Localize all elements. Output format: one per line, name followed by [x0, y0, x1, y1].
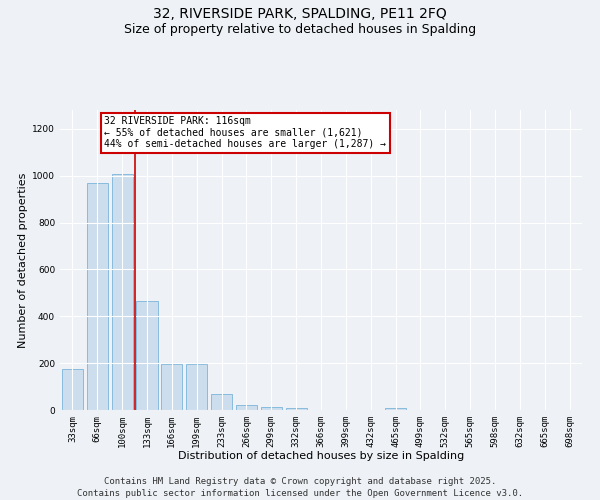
- Text: 32 RIVERSIDE PARK: 116sqm
← 55% of detached houses are smaller (1,621)
44% of se: 32 RIVERSIDE PARK: 116sqm ← 55% of detac…: [104, 116, 386, 149]
- Bar: [385, 408, 406, 410]
- Bar: [136, 301, 158, 410]
- Bar: [112, 174, 133, 410]
- Bar: [211, 394, 232, 410]
- Y-axis label: Number of detached properties: Number of detached properties: [18, 172, 28, 348]
- Bar: [161, 364, 182, 410]
- Text: Contains HM Land Registry data © Crown copyright and database right 2025.
Contai: Contains HM Land Registry data © Crown c…: [77, 476, 523, 498]
- X-axis label: Distribution of detached houses by size in Spalding: Distribution of detached houses by size …: [178, 452, 464, 462]
- Bar: [286, 408, 307, 410]
- Text: Size of property relative to detached houses in Spalding: Size of property relative to detached ho…: [124, 22, 476, 36]
- Bar: [87, 182, 108, 410]
- Bar: [261, 407, 282, 410]
- Bar: [186, 364, 207, 410]
- Bar: [62, 369, 83, 410]
- Bar: [236, 406, 257, 410]
- Text: 32, RIVERSIDE PARK, SPALDING, PE11 2FQ: 32, RIVERSIDE PARK, SPALDING, PE11 2FQ: [153, 8, 447, 22]
